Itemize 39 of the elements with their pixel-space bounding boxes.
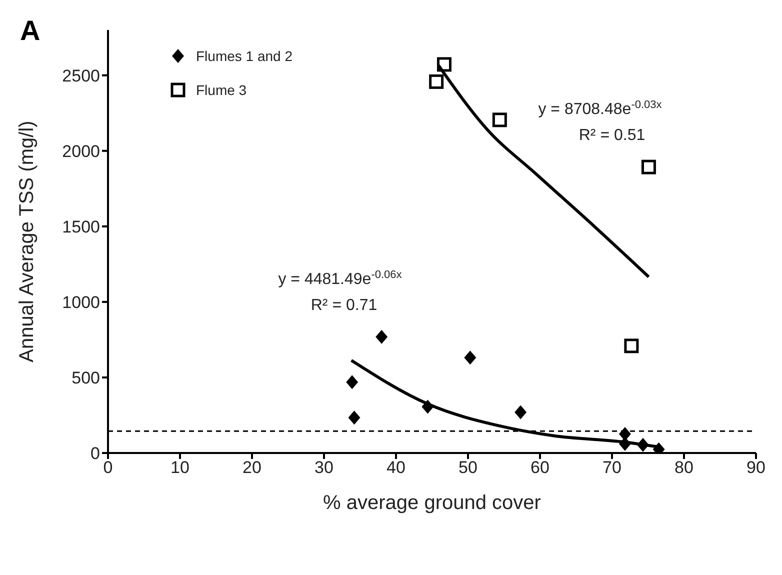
y-tick-label: 2500 xyxy=(62,66,100,86)
y-tick-label: 500 xyxy=(72,368,100,388)
annotation: y = 4481.49e$^{-0.06x}$ xyxy=(278,269,402,288)
point xyxy=(492,112,507,128)
point xyxy=(464,350,476,365)
point xyxy=(422,400,434,414)
x-tick-label: 50 xyxy=(458,458,478,478)
point xyxy=(618,426,631,441)
point xyxy=(348,410,360,425)
point xyxy=(618,436,631,451)
y-tick-label: 2000 xyxy=(62,142,100,161)
point xyxy=(636,438,649,452)
x-tick-label: 90 xyxy=(746,458,766,478)
x-tick-label: 60 xyxy=(530,458,550,478)
x-tick-label: 40 xyxy=(386,458,406,478)
chart-title: A xyxy=(20,15,40,46)
x-tick-label: 10 xyxy=(170,458,190,478)
annotation: R² = 0.51 xyxy=(578,127,646,144)
y-tick-label: 1500 xyxy=(62,217,100,236)
point xyxy=(429,74,444,89)
point xyxy=(376,330,388,344)
y-axis-title: Annual Average TSS (mg/l) xyxy=(16,120,38,362)
annotation: y = 8708.48e$^{-0.03x}$ xyxy=(538,99,662,118)
x-axis-title: % average ground cover xyxy=(323,492,542,514)
x-tick-label: 0 xyxy=(103,458,113,478)
x-tick-label: 30 xyxy=(314,458,334,478)
point xyxy=(346,375,358,390)
x-tick-label: 70 xyxy=(602,458,622,478)
point xyxy=(624,338,639,354)
y-tick-label: 0 xyxy=(90,444,100,464)
point xyxy=(436,57,452,72)
annotation: R² = 0.71 xyxy=(310,297,378,314)
point xyxy=(514,405,527,420)
point xyxy=(641,160,656,174)
x-tick-label: 80 xyxy=(674,458,694,478)
legend-label: Flume 3 xyxy=(196,82,247,98)
x-tick-label: 20 xyxy=(242,458,262,478)
y-tick-label: 1000 xyxy=(62,292,100,312)
legend-label: Flumes 1 and 2 xyxy=(196,48,293,64)
